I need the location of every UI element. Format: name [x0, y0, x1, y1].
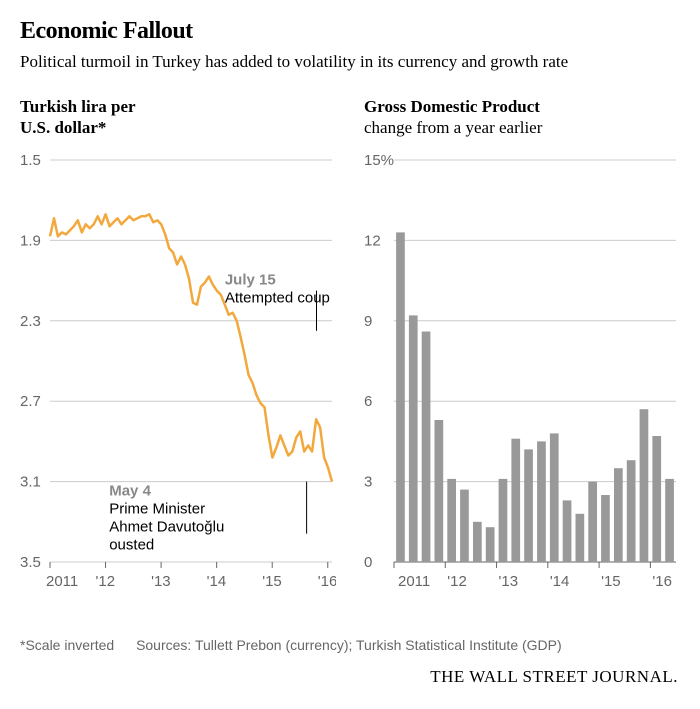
svg-text:Prime Minister: Prime Minister — [109, 501, 205, 518]
svg-text:'16: '16 — [318, 573, 336, 590]
svg-text:'12: '12 — [447, 573, 467, 590]
svg-text:3.1: 3.1 — [20, 474, 41, 491]
chart-container: Economic Fallout Political turmoil in Tu… — [0, 0, 700, 592]
svg-text:0: 0 — [364, 554, 372, 571]
svg-text:'12: '12 — [96, 573, 116, 590]
footnotes: *Scale inverted Sources: Tullett Prebon … — [20, 637, 580, 653]
left-chart-title-line1: Turkish lira per — [20, 96, 336, 117]
svg-text:2011: 2011 — [46, 573, 78, 590]
lira-line-chart: 1.5 1.9 2.3 2.7 3.1 3.5 2011 '12 '13 '14 '15 '16 Jul… — [20, 152, 336, 592]
right-chart-title: Gross Domestic Product — [364, 96, 680, 117]
svg-text:3.5: 3.5 — [20, 554, 41, 571]
headline: Economic Fallout — [20, 18, 680, 45]
scale-note: *Scale inverted — [20, 637, 114, 653]
svg-text:ousted: ousted — [109, 537, 154, 554]
svg-text:15%: 15% — [364, 152, 394, 169]
right-chart-block: Gross Domestic Product change from a yea… — [364, 96, 680, 593]
svg-text:9: 9 — [364, 313, 372, 330]
svg-text:'14: '14 — [550, 573, 570, 590]
svg-text:1.9: 1.9 — [20, 233, 41, 250]
svg-text:Attempted coup: Attempted coup — [225, 290, 330, 307]
left-chart-block: Turkish lira per U.S. dollar* 1.5 1.9 2.3 2… — [20, 96, 336, 593]
subhead: Political turmoil in Turkey has added to… — [20, 51, 680, 74]
gdp-bar-chart: 0 3 6 9 12 15% 2011 '12 '13 '14 '15 '16 — [364, 152, 680, 592]
charts-row: Turkish lira per U.S. dollar* 1.5 1.9 2.3 2… — [20, 96, 680, 593]
source-note: Sources: Tullett Prebon (currency); Turk… — [136, 637, 562, 653]
svg-text:2.3: 2.3 — [20, 313, 41, 330]
left-chart-title-line2: U.S. dollar* — [20, 117, 336, 138]
svg-text:12: 12 — [364, 233, 381, 250]
right-chart-subtitle: change from a year earlier — [364, 117, 680, 138]
svg-text:'15: '15 — [262, 573, 282, 590]
svg-text:'15: '15 — [601, 573, 621, 590]
svg-text:2011: 2011 — [398, 573, 430, 590]
svg-text:6: 6 — [364, 394, 372, 411]
svg-text:'13: '13 — [151, 573, 171, 590]
svg-text:July 15: July 15 — [225, 272, 276, 289]
svg-text:2.7: 2.7 — [20, 394, 41, 411]
svg-text:'16: '16 — [652, 573, 672, 590]
svg-text:May 4: May 4 — [109, 483, 151, 500]
svg-text:'14: '14 — [207, 573, 227, 590]
svg-text:3: 3 — [364, 474, 372, 491]
svg-text:Ahmet Davutoğlu: Ahmet Davutoğlu — [109, 519, 224, 536]
svg-text:'13: '13 — [499, 573, 519, 590]
wsj-brand: THE WALL STREET JOURNAL. — [430, 667, 678, 687]
svg-text:1.5: 1.5 — [20, 152, 41, 169]
